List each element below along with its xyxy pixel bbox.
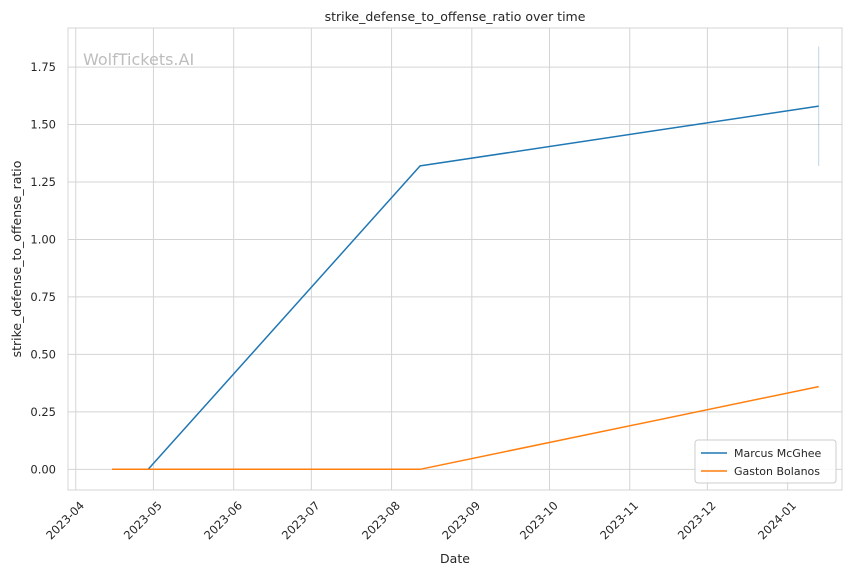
y-tick-label-1.25: 1.25 — [30, 175, 56, 189]
legend-label-gaston-bolanos: Gaston Bolanos — [734, 465, 820, 478]
series-lines — [112, 46, 820, 471]
x-tick-label-2023-10: 2023-10 — [517, 498, 561, 542]
y-tick-label-0.50: 0.50 — [30, 347, 56, 361]
legend-box — [694, 439, 837, 484]
plot-frame — [67, 27, 843, 491]
series-line-gaston-bolanos — [112, 385, 819, 471]
x-axis-label: Date — [440, 551, 470, 566]
x-tick-label-2023-11: 2023-11 — [597, 498, 641, 542]
x-tick-label-2023-06: 2023-06 — [201, 498, 245, 542]
x-tick-label-2023-04: 2023-04 — [43, 498, 87, 542]
y-tick-label-0.25: 0.25 — [30, 405, 56, 419]
x-tick-label-2024-01: 2024-01 — [755, 498, 799, 542]
y-tick-label-0.75: 0.75 — [30, 290, 56, 304]
y-tick-label-1.00: 1.00 — [30, 232, 56, 246]
x-tick-label-2023-08: 2023-08 — [359, 498, 403, 542]
y-tick-label-0.00: 0.00 — [30, 462, 56, 476]
x-tick-label-2023-07: 2023-07 — [279, 498, 323, 542]
series-line-marcus-mcghee — [147, 105, 819, 470]
chart-title: strike_defense_to_offense_ratio over tim… — [325, 9, 586, 24]
watermark: WolfTickets.AI — [83, 50, 194, 69]
x-tick-label-2023-09: 2023-09 — [439, 498, 483, 542]
y-tick-label-1.50: 1.50 — [30, 118, 56, 132]
x-tick-label-2023-12: 2023-12 — [675, 498, 719, 542]
legend-label-marcus-mcghee: Marcus McGhee — [734, 447, 822, 460]
y-tick-label-1.75: 1.75 — [30, 60, 56, 74]
y-axis-label: strike_defense_to_offense_ratio — [9, 161, 24, 358]
legend: Marcus McGhee Gaston Bolanos — [694, 439, 837, 484]
grid-lines — [68, 28, 842, 490]
x-tick-label-2023-05: 2023-05 — [121, 498, 165, 542]
